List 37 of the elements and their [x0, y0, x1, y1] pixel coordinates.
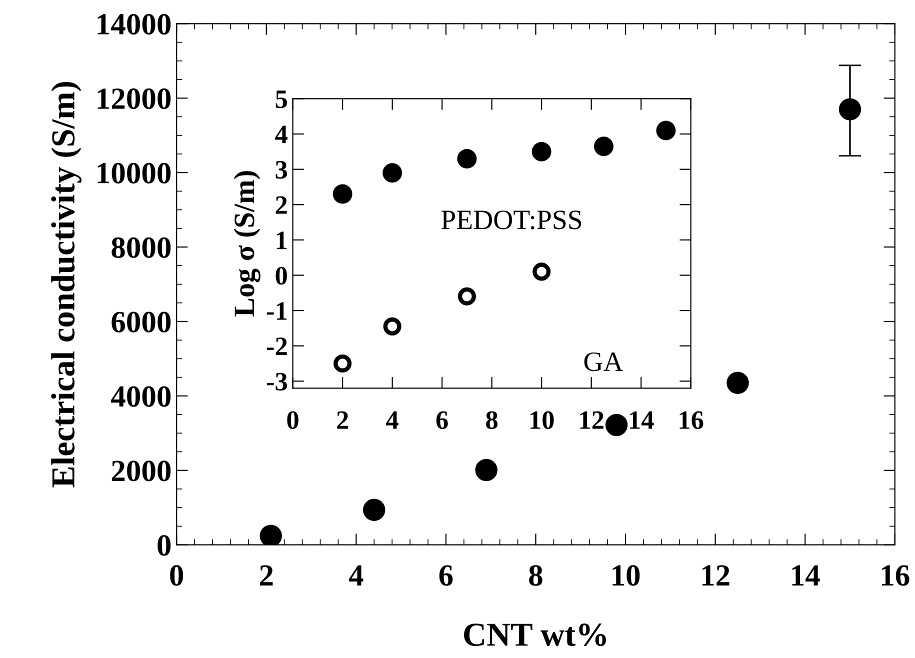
- y-tick-label: 5: [276, 90, 287, 108]
- y-tick-label: 0: [158, 535, 171, 556]
- y-tick-label: -3: [266, 372, 288, 391]
- x-tick-label: 14: [630, 411, 654, 429]
- x-tick-label: 12: [702, 565, 730, 586]
- y-tick-label: 12000: [98, 88, 171, 110]
- y-tick-label: 0: [276, 266, 287, 285]
- y-tick-label: -1: [266, 302, 287, 320]
- y-tick-label: 4: [275, 126, 288, 144]
- y-tick-label: 4000: [111, 386, 171, 407]
- y-tick-label: -2: [266, 338, 287, 356]
- y-tick-label: 6000: [112, 312, 171, 332]
- y-tick-label: 2000: [112, 460, 171, 482]
- x-tick-label: 6: [439, 565, 453, 586]
- x-tick-label: 16: [882, 565, 910, 586]
- y-tick-label: 2: [276, 196, 287, 214]
- x-tick-label: 8: [529, 565, 542, 586]
- series-label: PEDOT:PSS: [441, 210, 582, 230]
- y-tick-label: 14000: [98, 14, 171, 35]
- y-tick-label: 1: [276, 232, 287, 250]
- x-axis-title: CNT wt%: [464, 624, 606, 646]
- y-tick-label: 10000: [98, 162, 171, 184]
- x-tick-label: 10: [612, 565, 640, 586]
- y-tick-label: 8000: [112, 237, 171, 258]
- x-tick-label: 12: [580, 411, 604, 429]
- x-tick-label: 6: [436, 411, 448, 430]
- x-tick-label: 10: [530, 411, 554, 430]
- x-tick-label: 4: [348, 565, 364, 586]
- legend-label: GA: [584, 352, 624, 372]
- x-tick-label: 14: [792, 565, 820, 586]
- y-axis-title: Electrical conductivity (S/m): [51, 82, 82, 488]
- y-tick-label: 3: [276, 160, 288, 179]
- x-tick-label: 8: [486, 411, 498, 430]
- x-tick-label: 2: [337, 411, 348, 429]
- x-tick-label: 4: [386, 411, 398, 429]
- y-axis-title: Log σ (S/m): [234, 171, 260, 317]
- x-tick-label: 16: [680, 411, 704, 430]
